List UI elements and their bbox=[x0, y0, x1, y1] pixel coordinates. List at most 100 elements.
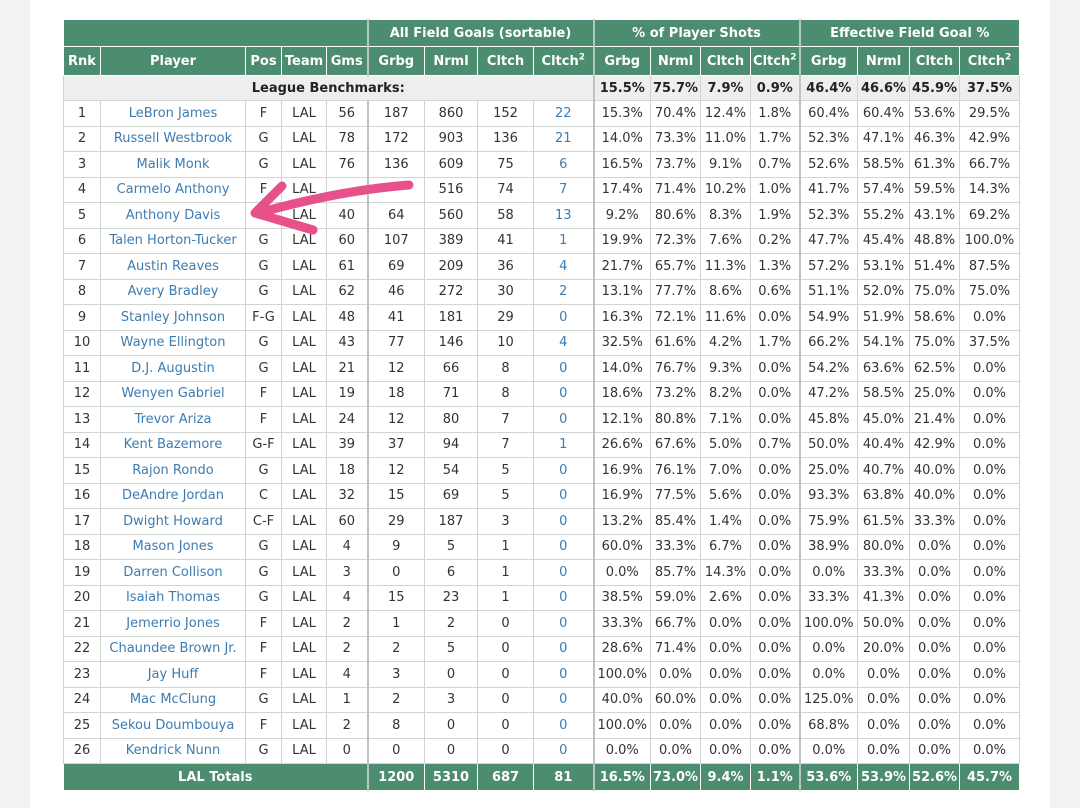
table-cell: 16.3% bbox=[592, 304, 652, 331]
player-link[interactable]: Malik Monk bbox=[100, 151, 246, 178]
clutch2-link[interactable]: 0 bbox=[533, 508, 595, 535]
player-link[interactable]: Carmelo Anthony bbox=[100, 176, 246, 203]
table-cell: 0 bbox=[477, 635, 535, 662]
column-header[interactable]: Cltch bbox=[909, 46, 961, 76]
column-header[interactable]: Cltch2 bbox=[533, 46, 595, 76]
column-header[interactable]: Grbg bbox=[366, 46, 426, 76]
column-header-label: Grbg bbox=[810, 53, 847, 69]
clutch2-link[interactable]: 21 bbox=[533, 125, 595, 152]
table-cell: 29 bbox=[366, 508, 426, 535]
table-cell: 0.0% bbox=[959, 737, 1021, 764]
player-link[interactable]: Dwight Howard bbox=[100, 508, 246, 535]
table-cell: 1.3% bbox=[750, 253, 801, 280]
column-header[interactable]: Nrml bbox=[650, 46, 702, 76]
table-cell: 8 bbox=[477, 355, 535, 382]
clutch2-link[interactable]: 2 bbox=[533, 278, 595, 305]
clutch2-link[interactable]: 0 bbox=[533, 380, 595, 407]
clutch2-link[interactable]: 0 bbox=[533, 355, 595, 382]
player-link[interactable]: D.J. Augustin bbox=[100, 355, 246, 382]
player-link[interactable]: DeAndre Jordan bbox=[100, 482, 246, 509]
player-link[interactable]: Avery Bradley bbox=[100, 278, 246, 305]
clutch2-link[interactable]: 22 bbox=[533, 100, 595, 127]
player-link[interactable]: Kendrick Nunn bbox=[100, 737, 246, 764]
clutch2-link[interactable]: 4 bbox=[533, 253, 595, 280]
column-header[interactable]: Team bbox=[281, 46, 327, 76]
player-link[interactable]: Stanley Johnson bbox=[100, 304, 246, 331]
clutch2-link[interactable]: 0 bbox=[533, 457, 595, 484]
player-link[interactable]: Russell Westbrook bbox=[100, 125, 246, 152]
player-link[interactable]: Anthony Davis bbox=[100, 202, 246, 229]
table-cell: 54.1% bbox=[857, 329, 911, 356]
clutch2-link[interactable]: 0 bbox=[533, 584, 595, 611]
table-cell: 0 bbox=[477, 686, 535, 713]
table-cell: 0.0% bbox=[959, 482, 1021, 509]
player-link[interactable]: Rajon Rondo bbox=[100, 457, 246, 484]
table-cell: 0.0% bbox=[750, 635, 801, 662]
clutch2-link[interactable]: 4 bbox=[533, 329, 595, 356]
table-cell: 58.5% bbox=[857, 151, 911, 178]
table-cell: LAL bbox=[281, 406, 327, 433]
group-header[interactable]: All Field Goals (sortable) bbox=[366, 19, 595, 47]
column-header[interactable]: Player bbox=[100, 46, 246, 76]
table-cell: 52.0% bbox=[857, 278, 911, 305]
squared-superscript: 2 bbox=[790, 52, 797, 63]
clutch2-link[interactable]: 7 bbox=[533, 176, 595, 203]
clutch2-link[interactable]: 0 bbox=[533, 406, 595, 433]
clutch2-link[interactable]: 0 bbox=[533, 610, 595, 637]
table-cell: 46.3% bbox=[909, 125, 961, 152]
column-header[interactable]: Cltch2 bbox=[959, 46, 1021, 76]
clutch2-link[interactable]: 0 bbox=[533, 661, 595, 688]
table-cell: 146 bbox=[424, 329, 479, 356]
player-link[interactable]: Jemerrio Jones bbox=[100, 610, 246, 637]
player-link[interactable]: Mason Jones bbox=[100, 533, 246, 560]
league-benchmarks-row: League Benchmarks: 15.5% 75.7% 7.9% 0.9% 46.4… bbox=[62, 75, 1021, 101]
table-cell: 0.0% bbox=[857, 686, 911, 713]
table-row: 9 Stanley Johnson F-G LAL 48 41 181 29 0 16.3% 72.… bbox=[63, 304, 1021, 331]
player-link[interactable]: Austin Reaves bbox=[100, 253, 246, 280]
table-row: 1 LeBron James F LAL 56 187 860 152 22 15.3% 70.4%… bbox=[63, 100, 1021, 127]
table-cell: 0.0% bbox=[959, 661, 1021, 688]
player-link[interactable]: Trevor Ariza bbox=[100, 406, 246, 433]
column-header[interactable]: Cltch bbox=[477, 46, 535, 76]
table-cell: 0.0% bbox=[750, 610, 801, 637]
clutch2-link[interactable]: 1 bbox=[533, 431, 595, 458]
player-link[interactable]: Talen Horton-Tucker bbox=[100, 227, 246, 254]
player-link[interactable]: Wenyen Gabriel bbox=[100, 380, 246, 407]
column-header[interactable]: Cltch bbox=[700, 46, 752, 76]
player-link[interactable]: Kent Bazemore bbox=[100, 431, 246, 458]
table-cell: 1.7% bbox=[750, 125, 801, 152]
clutch2-link[interactable]: 0 bbox=[533, 533, 595, 560]
clutch2-link[interactable]: 0 bbox=[533, 712, 595, 739]
player-link[interactable]: Darren Collison bbox=[100, 559, 246, 586]
table-row: 16 DeAndre Jordan C LAL 32 15 69 5 0 16.9% 77.5% 5.… bbox=[63, 482, 1021, 509]
table-cell: 32.5% bbox=[592, 329, 652, 356]
table-cell: 0 bbox=[477, 737, 535, 764]
column-header[interactable]: Cltch2 bbox=[750, 46, 801, 76]
player-link[interactable]: Isaiah Thomas bbox=[100, 584, 246, 611]
clutch2-link[interactable]: 0 bbox=[533, 559, 595, 586]
clutch2-link[interactable]: 1 bbox=[533, 227, 595, 254]
clutch2-link[interactable]: 0 bbox=[533, 737, 595, 764]
column-header[interactable]: Rnk bbox=[63, 46, 101, 76]
table-cell: 209 bbox=[424, 253, 479, 280]
clutch2-link[interactable]: 13 bbox=[533, 202, 595, 229]
column-header[interactable]: Grbg bbox=[592, 46, 652, 76]
column-header[interactable]: Grbg bbox=[798, 46, 859, 76]
column-header[interactable]: Gms bbox=[325, 46, 369, 76]
column-header[interactable]: Pos bbox=[245, 46, 282, 76]
clutch2-link[interactable]: 0 bbox=[533, 635, 595, 662]
player-link[interactable]: Wayne Ellington bbox=[100, 329, 246, 356]
table-row: 3 Malik Monk G LAL 76 136 609 75 6 16.5% 73.7% 9.1%… bbox=[63, 151, 1021, 178]
column-header[interactable]: Nrml bbox=[857, 46, 911, 76]
table-cell: 69.2% bbox=[959, 202, 1021, 229]
player-link[interactable]: Sekou Doumbouya bbox=[100, 712, 246, 739]
column-header[interactable]: Nrml bbox=[424, 46, 479, 76]
player-link[interactable]: Jay Huff bbox=[100, 661, 246, 688]
clutch2-link[interactable]: 0 bbox=[533, 304, 595, 331]
player-link[interactable]: Chaundee Brown Jr. bbox=[100, 635, 246, 662]
player-link[interactable]: LeBron James bbox=[100, 100, 246, 127]
clutch2-link[interactable]: 6 bbox=[533, 151, 595, 178]
clutch2-link[interactable]: 0 bbox=[533, 482, 595, 509]
player-link[interactable]: Mac McClung bbox=[100, 686, 246, 713]
clutch2-link[interactable]: 0 bbox=[533, 686, 595, 713]
